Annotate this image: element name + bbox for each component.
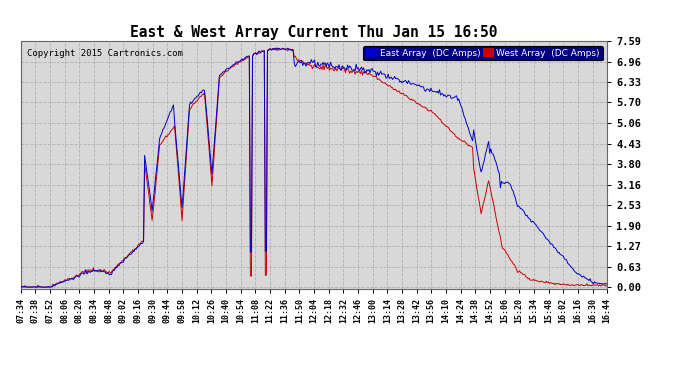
Title: East & West Array Current Thu Jan 15 16:50: East & West Array Current Thu Jan 15 16:… — [130, 25, 497, 40]
Text: Copyright 2015 Cartronics.com: Copyright 2015 Cartronics.com — [26, 49, 182, 58]
Legend: East Array  (DC Amps), West Array  (DC Amps): East Array (DC Amps), West Array (DC Amp… — [364, 46, 602, 60]
